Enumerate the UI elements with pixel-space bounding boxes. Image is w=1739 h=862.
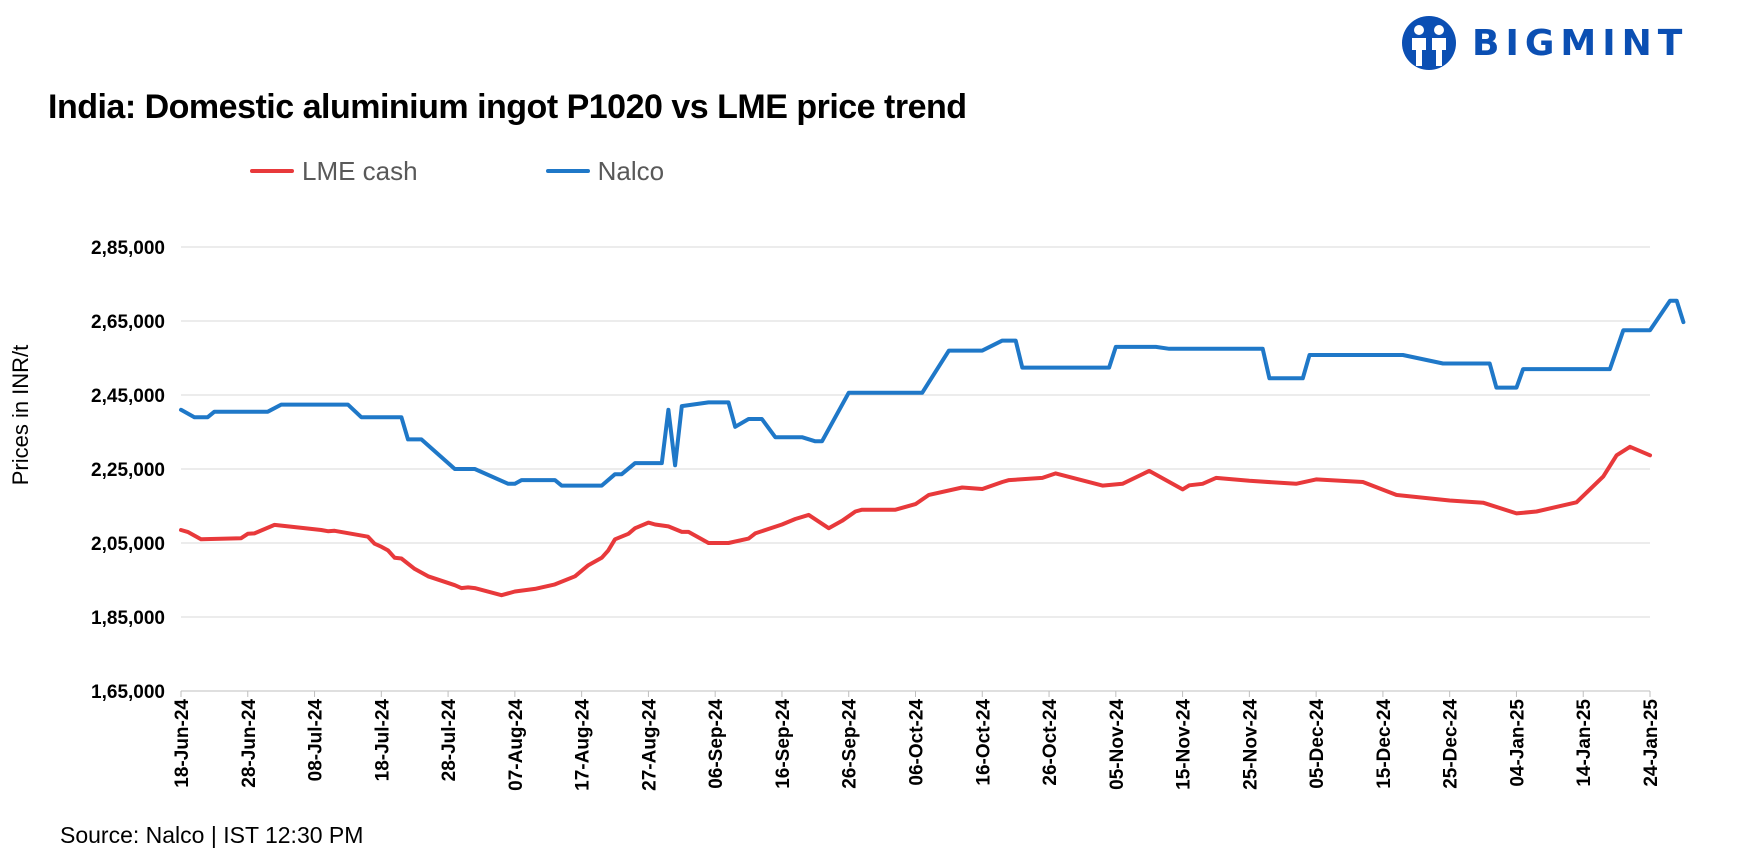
x-tick-label: 05-Nov-24: [1107, 699, 1128, 790]
x-tick-label: 14-Jan-25: [1574, 699, 1595, 787]
x-tick-label: 17-Aug-24: [573, 699, 594, 791]
legend-item-nalco: Nalco: [545, 155, 665, 187]
x-axis-tick-labels: 18-Jun-24 28-Jun-24 08-Jul-24 18-Jul-24 28-J…: [172, 699, 1662, 791]
x-tick-label: 25-Dec-24: [1441, 699, 1462, 789]
legend-item-lme: LME cash: [250, 156, 418, 187]
x-tick-label: 05-Dec-24: [1307, 699, 1328, 789]
x-tick-label: 15-Nov-24: [1174, 699, 1195, 790]
y-tick-label: 1,65,000: [91, 682, 165, 703]
bigmint-logo-icon: [1402, 16, 1456, 70]
source-note: Source: Nalco | IST 12:30 PM: [60, 822, 364, 848]
x-tick-label: 27-Aug-24: [639, 699, 660, 791]
series-line-lme-cash: [179, 444, 1652, 598]
x-tick-label: 06-Oct-24: [907, 699, 928, 786]
x-tick-label: 15-Dec-24: [1374, 699, 1395, 789]
bigmint-logo: BIGMINT: [1400, 14, 1688, 72]
legend-swatch-lme: [250, 169, 294, 173]
x-tick-label: 08-Jul-24: [306, 699, 327, 782]
series-line-nalco: [179, 298, 1686, 488]
y-tick-label: 1,85,000: [91, 608, 165, 629]
x-tick-label: 26-Oct-24: [1040, 699, 1061, 786]
chart-title: India: Domestic aluminium ingot P1020 vs…: [48, 88, 967, 126]
x-tick-label: 25-Nov-24: [1240, 699, 1261, 790]
bigmint-logo-text: BIGMINT: [1472, 22, 1689, 64]
y-tick-label: 2,45,000: [91, 386, 165, 407]
y-axis-label: Prices in INR/t: [8, 345, 33, 486]
x-tick-label: 18-Jun-24: [172, 699, 193, 788]
x-tick-label: 06-Sep-24: [706, 699, 727, 789]
x-tick-label: 07-Aug-24: [506, 699, 527, 791]
y-axis-tick-labels: 1,65,000 1,85,000 2,05,000 2,25,000 2,45,000…: [91, 238, 165, 703]
x-tick-label: 26-Sep-24: [840, 699, 861, 789]
legend-swatch-nalco: [545, 169, 590, 173]
x-tick-label: 28-Jul-24: [439, 699, 460, 782]
chart-legend: LME cash Nalco: [250, 154, 792, 188]
y-tick-label: 2,85,000: [91, 238, 165, 259]
grid-lines: [180, 246, 1651, 697]
x-tick-label: 16-Oct-24: [973, 699, 994, 786]
legend-label-lme: LME cash: [302, 155, 418, 186]
legend-label-nalco: Nalco: [597, 155, 665, 186]
y-tick-label: 2,05,000: [91, 534, 165, 555]
x-tick-label: 24-Jan-25: [1641, 699, 1662, 787]
x-tick-label: 04-Jan-25: [1507, 699, 1528, 787]
x-tick-label: 28-Jun-24: [239, 699, 260, 788]
x-tick-label: 16-Sep-24: [773, 699, 794, 789]
series-lines: [179, 298, 1686, 598]
y-tick-label: 2,65,000: [91, 312, 165, 333]
x-tick-label: 18-Jul-24: [372, 699, 393, 782]
y-tick-label: 2,25,000: [91, 460, 165, 481]
